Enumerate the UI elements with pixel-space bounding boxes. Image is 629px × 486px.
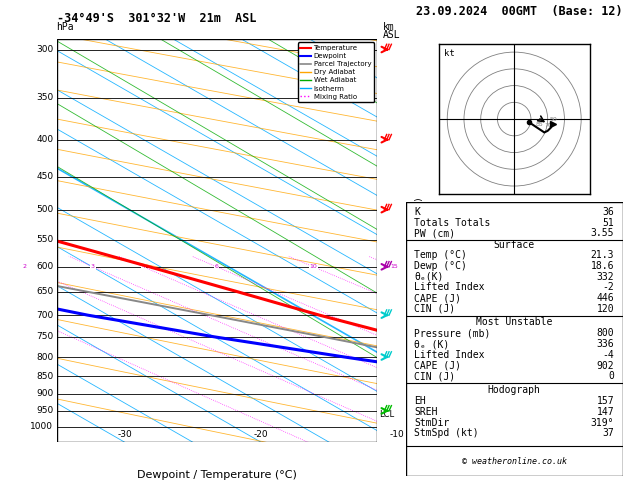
Text: -4: -4: [603, 350, 614, 360]
Text: 15: 15: [390, 264, 398, 269]
Text: hPa: hPa: [57, 21, 74, 32]
Text: 50: 50: [549, 117, 557, 122]
Text: 23.09.2024  00GMT  (Base: 12): 23.09.2024 00GMT (Base: 12): [416, 5, 623, 18]
Text: ASL: ASL: [382, 30, 400, 40]
Text: 25: 25: [496, 264, 503, 269]
Text: Dewp (°C): Dewp (°C): [415, 261, 467, 271]
Text: 10: 10: [309, 264, 317, 269]
Text: 550: 550: [36, 235, 53, 244]
Text: 1000: 1000: [30, 422, 53, 432]
Text: 6: 6: [214, 264, 218, 269]
Text: Pressure (mb): Pressure (mb): [415, 329, 491, 338]
Text: Dewpoint / Temperature (°C): Dewpoint / Temperature (°C): [137, 470, 297, 481]
Text: 37: 37: [603, 429, 614, 438]
Text: 4: 4: [142, 264, 145, 269]
Text: StmDir: StmDir: [415, 418, 450, 428]
Text: 850: 850: [36, 371, 53, 381]
Text: 500: 500: [36, 205, 53, 214]
Text: 120: 120: [596, 304, 614, 314]
Text: 450: 450: [36, 172, 53, 181]
Text: 3: 3: [91, 264, 95, 269]
Text: Totals Totals: Totals Totals: [415, 218, 491, 227]
Text: 3.55: 3.55: [591, 228, 614, 238]
Text: 900: 900: [36, 389, 53, 399]
Text: Lifted Index: Lifted Index: [415, 282, 485, 293]
Text: θₑ (K): θₑ (K): [415, 339, 450, 349]
Text: 800: 800: [596, 329, 614, 338]
Text: Temp (°C): Temp (°C): [415, 250, 467, 260]
Text: θₑ(K): θₑ(K): [415, 272, 444, 282]
Text: 18.6: 18.6: [591, 261, 614, 271]
Text: 446: 446: [596, 293, 614, 303]
Text: -34°49'S  301°32'W  21m  ASL: -34°49'S 301°32'W 21m ASL: [57, 12, 256, 25]
Text: 147: 147: [596, 407, 614, 417]
Text: EH: EH: [415, 396, 426, 406]
Text: 157: 157: [596, 396, 614, 406]
Text: 300: 300: [36, 45, 53, 54]
Text: LCL: LCL: [379, 410, 394, 418]
Text: 700: 700: [36, 311, 53, 320]
Text: 20: 20: [449, 264, 457, 269]
Text: StmSpd (kt): StmSpd (kt): [415, 429, 479, 438]
Text: 650: 650: [36, 287, 53, 296]
Text: km: km: [382, 21, 394, 32]
Text: -30: -30: [118, 430, 132, 439]
Text: CIN (J): CIN (J): [415, 371, 455, 382]
Text: 336: 336: [596, 339, 614, 349]
Text: 0: 0: [531, 430, 537, 439]
Text: Surface: Surface: [494, 240, 535, 250]
Text: kt: kt: [444, 49, 455, 58]
Text: 400: 400: [36, 135, 53, 144]
Text: 0: 0: [608, 371, 614, 382]
Text: 600: 600: [36, 262, 53, 271]
Text: 950: 950: [36, 406, 53, 416]
Text: 902: 902: [596, 361, 614, 371]
Text: © weatheronline.co.uk: © weatheronline.co.uk: [462, 457, 567, 466]
Text: 350: 350: [36, 93, 53, 103]
Text: 70: 70: [544, 123, 552, 128]
Legend: Temperature, Dewpoint, Parcel Trajectory, Dry Adiabat, Wet Adiabat, Isotherm, Mi: Temperature, Dewpoint, Parcel Trajectory…: [298, 42, 374, 103]
Text: CIN (J): CIN (J): [415, 304, 455, 314]
Text: 319°: 319°: [591, 418, 614, 428]
Text: 332: 332: [596, 272, 614, 282]
Text: 750: 750: [36, 332, 53, 341]
Text: Hodograph: Hodograph: [487, 385, 541, 395]
Text: 800: 800: [36, 352, 53, 362]
Text: 2: 2: [23, 264, 26, 269]
Text: K: K: [415, 207, 420, 217]
Text: Mixing Ratio (g/kg): Mixing Ratio (g/kg): [415, 198, 423, 283]
Text: -10: -10: [390, 430, 405, 439]
Text: 85: 85: [536, 122, 543, 127]
Text: 21.3: 21.3: [591, 250, 614, 260]
Text: CAPE (J): CAPE (J): [415, 361, 462, 371]
Text: -20: -20: [253, 430, 269, 439]
Text: SREH: SREH: [415, 407, 438, 417]
Text: 51: 51: [603, 218, 614, 227]
Text: -2: -2: [603, 282, 614, 293]
Text: Most Unstable: Most Unstable: [476, 317, 552, 327]
Text: PW (cm): PW (cm): [415, 228, 455, 238]
Text: CAPE (J): CAPE (J): [415, 293, 462, 303]
Text: 36: 36: [603, 207, 614, 217]
Text: Lifted Index: Lifted Index: [415, 350, 485, 360]
